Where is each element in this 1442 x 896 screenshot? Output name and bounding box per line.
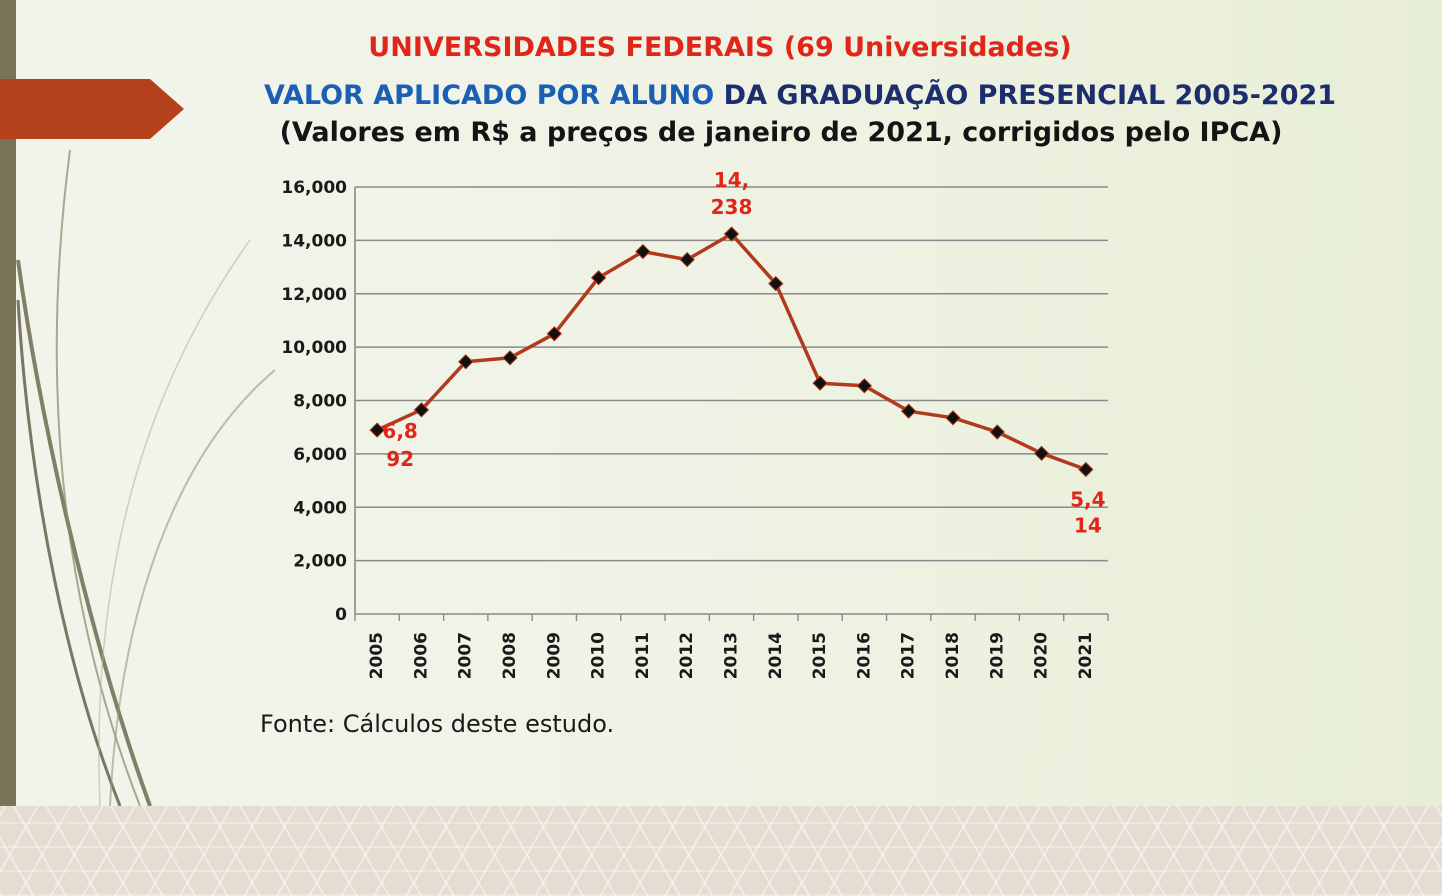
x-tick-label: 2010 — [589, 632, 609, 679]
footer-pattern-band — [0, 806, 1442, 896]
data-point-marker — [856, 378, 873, 394]
x-tick-label: 2021 — [1076, 632, 1096, 679]
data-label: 6,8 — [382, 419, 417, 443]
y-tick-label: 2,000 — [293, 552, 347, 572]
data-point-marker — [679, 251, 695, 268]
x-tick-label: 2016 — [854, 632, 874, 679]
data-point-marker — [1078, 461, 1094, 478]
x-tick-label: 2007 — [456, 632, 476, 679]
data-point-marker — [458, 354, 474, 370]
x-tick-label: 2017 — [899, 632, 919, 679]
y-tick-label: 10,000 — [281, 338, 347, 358]
line-chart: 0 2,000 4,000 6,000 8,000 10,000 12,000 14,000 1… — [281, 168, 1109, 679]
data-point-marker — [369, 422, 385, 438]
subtitle-navy-part: DA GRADUAÇÃO PRESENCIAL 2005-2021 — [723, 80, 1337, 111]
data-label: 14 — [1074, 514, 1102, 538]
y-tick-label: 8,000 — [293, 392, 347, 412]
y-tick-label: 12,000 — [281, 285, 347, 305]
data-point-marker — [812, 375, 828, 391]
data-point-marker — [502, 350, 518, 366]
data-point-marker — [768, 275, 784, 292]
series-line — [376, 232, 1087, 472]
x-tick-label: 2014 — [766, 632, 786, 679]
x-tick-label: 2012 — [677, 632, 697, 679]
decorative-curves — [16, 149, 276, 806]
data-label: 92 — [386, 447, 414, 471]
y-tick-label: 4,000 — [293, 498, 347, 518]
y-tick-label: 6,000 — [293, 445, 347, 465]
x-tick-label: 2008 — [500, 632, 520, 679]
x-tick-label: 2018 — [943, 632, 963, 679]
x-tick-label: 2020 — [1032, 632, 1052, 679]
data-point-marker — [900, 403, 917, 419]
x-tick-label: 2005 — [367, 632, 387, 679]
left-accent-bar — [0, 0, 16, 806]
y-tick-label: 0 — [335, 605, 347, 625]
data-point-marker — [546, 326, 563, 342]
x-tick-label: 2013 — [722, 632, 742, 679]
y-tick-label: 14,000 — [281, 231, 347, 251]
x-tick-label: 2009 — [544, 632, 564, 679]
arrow-tab-decoration — [0, 79, 184, 139]
chart-subtitle: VALOR APLICADO POR ALUNO DA GRADUAÇÃO PR… — [170, 80, 1430, 111]
x-tick-label: 2019 — [987, 632, 1007, 679]
y-tick-label: 16,000 — [281, 178, 347, 198]
data-label: 14, — [714, 168, 749, 192]
x-tick-label: 2015 — [810, 632, 830, 679]
source-note: Fonte: Cálculos deste estudo. — [260, 710, 615, 738]
chart-units-note: (Valores em R$ a preços de janeiro de 20… — [279, 117, 1283, 148]
subtitle-blue-part: VALOR APLICADO POR ALUNO — [263, 80, 715, 111]
x-tick-label: 2011 — [633, 632, 653, 679]
slide: UNIVERSIDADES FEDERAIS (69 Universidades… — [0, 0, 1430, 806]
data-point-marker — [635, 243, 651, 260]
x-tick-label: 2006 — [411, 632, 431, 679]
data-point-marker — [723, 226, 740, 242]
chart-title: UNIVERSIDADES FEDERAIS (69 Universidades… — [368, 32, 1072, 63]
data-point-marker — [590, 270, 607, 286]
data-point-marker — [1033, 445, 1050, 462]
data-point-marker — [413, 402, 430, 418]
data-label: 238 — [711, 195, 753, 219]
data-label: 5,4 — [1070, 488, 1105, 512]
data-point-marker — [989, 424, 1005, 440]
data-point-marker — [945, 410, 961, 426]
